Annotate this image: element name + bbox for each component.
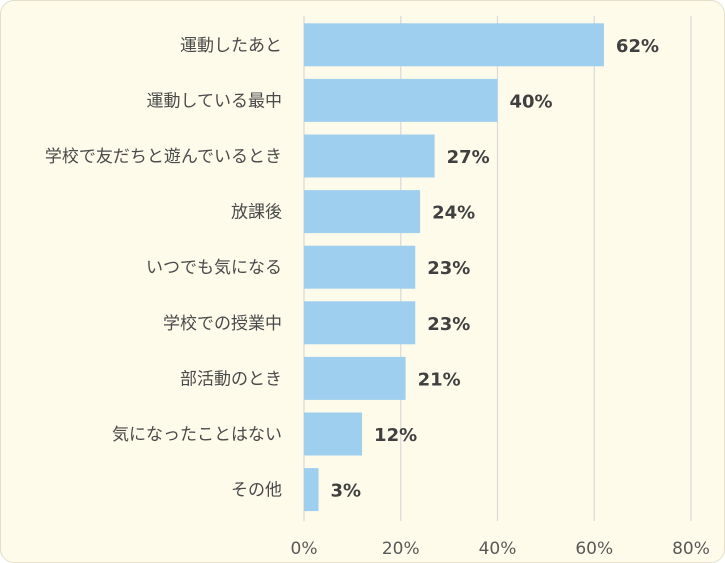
bar <box>304 356 406 400</box>
category-label: 部活動のとき <box>180 369 282 389</box>
value-label: 62% <box>616 36 659 57</box>
category-label: 学校での授業中 <box>163 314 282 334</box>
category-label: 放課後 <box>231 203 282 223</box>
x-tick-label: 20% <box>382 539 420 559</box>
category-label: いつでも気になる <box>146 258 282 278</box>
bar <box>304 190 421 234</box>
value-label: 40% <box>510 91 553 112</box>
value-label: 12% <box>374 425 417 446</box>
x-tick-label: 0% <box>291 539 318 559</box>
value-label: 24% <box>432 203 475 224</box>
x-tick-label: 80% <box>672 539 710 559</box>
bar <box>304 468 319 512</box>
bar <box>304 412 363 456</box>
bar <box>304 301 416 345</box>
value-label: 27% <box>447 147 490 168</box>
category-label: 運動したあと <box>180 36 282 56</box>
category-label: 学校で友だちと遊んでいるとき <box>45 147 282 167</box>
bar <box>304 245 416 289</box>
value-label: 21% <box>418 369 461 390</box>
category-label: その他 <box>231 481 282 501</box>
category-label: 気になったことはない <box>112 425 282 445</box>
value-label: 23% <box>427 258 470 279</box>
bar <box>304 78 498 122</box>
bar <box>304 134 435 178</box>
category-label: 運動している最中 <box>147 91 283 111</box>
x-tick-label: 40% <box>479 539 517 559</box>
bar <box>304 23 604 67</box>
value-label: 3% <box>331 481 362 502</box>
x-tick-label: 60% <box>575 539 613 559</box>
value-label: 23% <box>427 314 470 335</box>
